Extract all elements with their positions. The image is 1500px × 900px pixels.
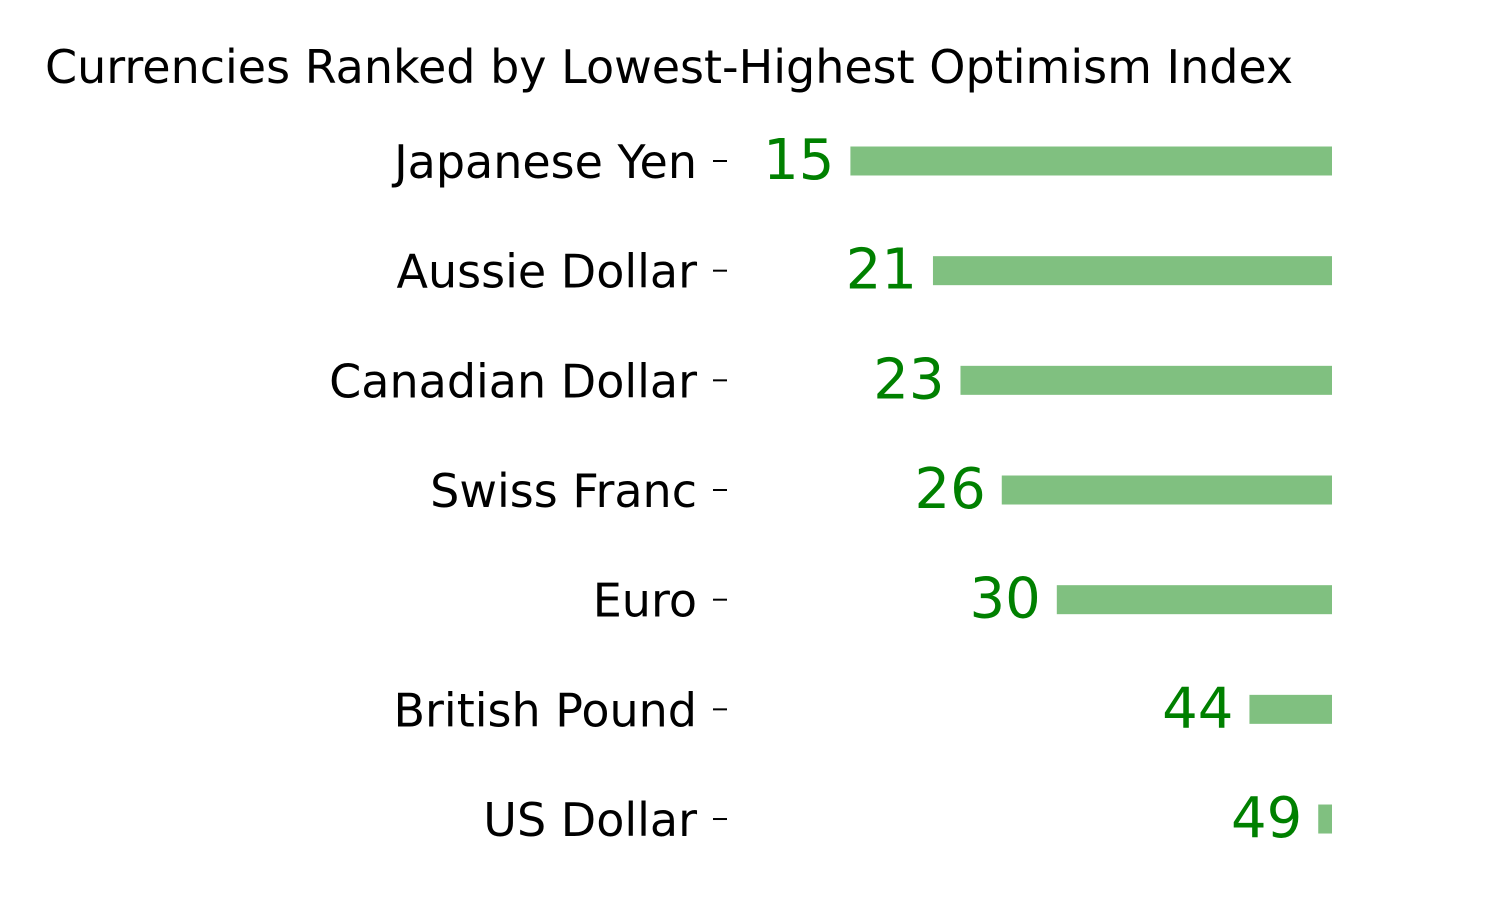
value-label: 21 <box>846 238 917 303</box>
category-label: Canadian Dollar <box>329 354 697 408</box>
bar <box>1001 475 1332 505</box>
y-axis-ticks <box>713 160 727 821</box>
category-label: British Pound <box>393 683 697 737</box>
value-label: 30 <box>970 567 1041 632</box>
category-label: Aussie Dollar <box>397 245 698 299</box>
bar <box>1249 694 1332 724</box>
bar <box>1318 804 1332 834</box>
category-label: Euro <box>593 574 697 628</box>
category-label: US Dollar <box>483 793 697 847</box>
bar <box>1056 585 1332 615</box>
value-label: 15 <box>763 128 834 193</box>
category-label: Japanese Yen <box>391 135 697 189</box>
y-axis-tick-labels: Japanese Yen Aussie Dollar Canadian Dollar… <box>329 135 697 847</box>
value-label: 26 <box>914 457 985 522</box>
bar <box>932 256 1332 286</box>
bars <box>850 146 1332 834</box>
bar <box>960 365 1332 395</box>
chart-title: Currencies Ranked by Lowest-Highest Opti… <box>45 40 1293 94</box>
bar <box>850 146 1332 176</box>
category-label: Swiss Franc <box>430 464 697 518</box>
value-label: 49 <box>1231 786 1302 851</box>
value-label: 23 <box>873 347 944 412</box>
value-label: 44 <box>1162 676 1233 741</box>
